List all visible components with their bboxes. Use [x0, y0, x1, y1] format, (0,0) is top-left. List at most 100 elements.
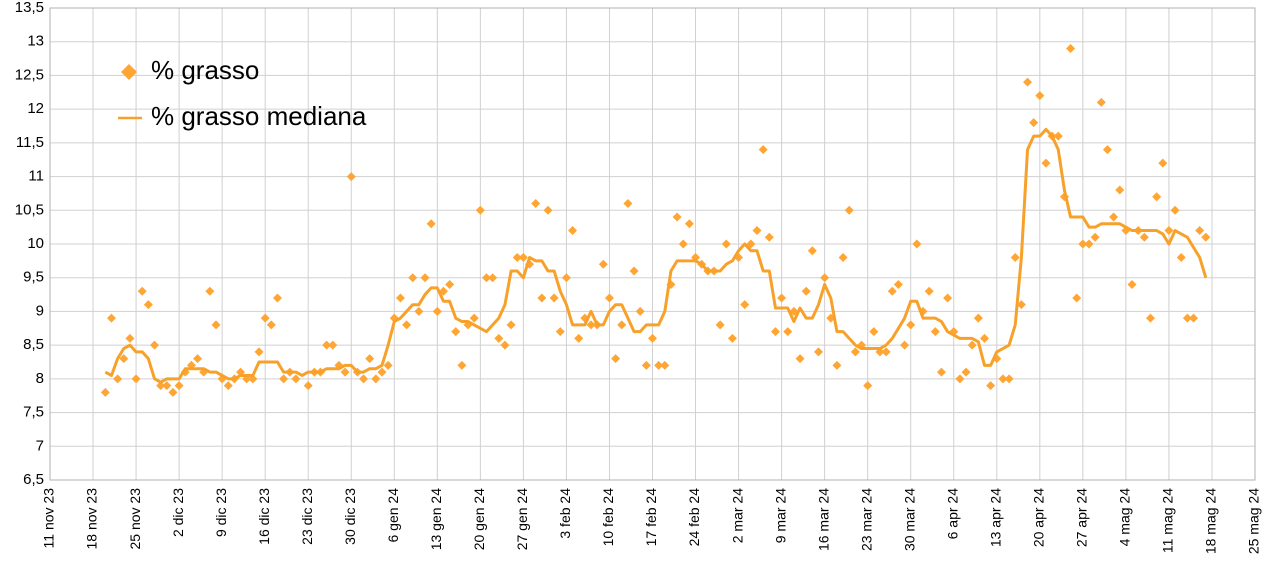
data-point	[125, 333, 135, 343]
data-point	[457, 360, 467, 370]
data-point	[137, 286, 147, 296]
data-point	[506, 320, 516, 330]
data-point	[494, 333, 504, 343]
data-point	[1127, 279, 1137, 289]
data-point	[752, 226, 762, 236]
data-point	[568, 226, 578, 236]
data-point	[488, 273, 498, 283]
data-point	[1170, 205, 1180, 215]
x-tick-label: 13 apr 24	[987, 488, 1003, 547]
x-tick-label: 3 feb 24	[557, 488, 573, 539]
data-point	[537, 293, 547, 303]
data-point	[518, 252, 528, 262]
data-point	[346, 172, 356, 182]
x-tick-label: 23 mar 24	[858, 488, 874, 551]
data-point	[340, 367, 350, 377]
x-tick-label: 24 feb 24	[686, 488, 702, 547]
data-point	[764, 232, 774, 242]
data-point	[721, 239, 731, 249]
x-tick-label: 2 dic 23	[170, 488, 186, 537]
x-tick-label: 9 dic 23	[213, 488, 229, 537]
y-tick-label: 9	[36, 302, 44, 319]
data-point	[1139, 232, 1149, 242]
data-point	[863, 381, 873, 391]
data-point	[641, 360, 651, 370]
legend-label: % grasso mediana	[151, 101, 367, 131]
data-point	[660, 360, 670, 370]
data-point	[727, 333, 737, 343]
data-point	[1078, 239, 1088, 249]
data-point	[1201, 232, 1211, 242]
y-tick-label: 8	[36, 370, 44, 387]
data-point	[672, 212, 682, 222]
data-point	[973, 313, 983, 323]
data-point	[604, 293, 614, 303]
data-point	[531, 199, 541, 209]
y-tick-label: 8,5	[23, 336, 44, 353]
data-point	[402, 320, 412, 330]
data-point	[758, 145, 768, 155]
x-tick-label: 11 mag 24	[1160, 488, 1176, 553]
data-point	[1041, 158, 1051, 168]
y-tick-label: 13	[27, 33, 44, 50]
x-tick-label: 16 dic 23	[256, 488, 272, 545]
y-tick-label: 6,5	[23, 471, 44, 488]
data-point	[684, 219, 694, 229]
data-point	[174, 381, 184, 391]
data-point	[611, 354, 621, 364]
data-point	[469, 313, 479, 323]
data-point	[512, 252, 522, 262]
data-point	[1084, 239, 1094, 249]
data-point	[205, 286, 215, 296]
data-point	[906, 320, 916, 330]
x-tick-label: 11 nov 23	[41, 488, 57, 549]
data-point	[1053, 131, 1063, 141]
data-point	[574, 333, 584, 343]
x-tick-label: 13 gen 24	[428, 488, 444, 550]
data-point	[893, 279, 903, 289]
data-point	[770, 327, 780, 337]
y-tick-label: 11,5	[16, 134, 44, 151]
data-point	[1010, 252, 1020, 262]
data-point	[844, 205, 854, 215]
data-point	[1035, 91, 1045, 101]
x-tick-label: 10 feb 24	[600, 488, 616, 547]
legend-label: % grasso	[151, 55, 259, 85]
x-tick-label: 17 feb 24	[643, 488, 659, 547]
x-tick-label: 16 mar 24	[815, 488, 831, 551]
x-tick-label: 4 mag 24	[1117, 488, 1133, 547]
data-point	[783, 327, 793, 337]
legend-item: % grasso	[121, 55, 259, 85]
x-tick-label: 20 gen 24	[471, 488, 487, 550]
data-point	[924, 286, 934, 296]
data-point	[420, 273, 430, 283]
data-point	[1072, 293, 1082, 303]
data-point	[143, 300, 153, 310]
data-point	[813, 347, 823, 357]
data-point	[451, 327, 461, 337]
data-point	[426, 219, 436, 229]
data-point	[955, 374, 965, 384]
data-point	[629, 266, 639, 276]
data-point	[648, 333, 657, 343]
data-point	[482, 273, 492, 283]
data-point	[432, 306, 442, 316]
data-point	[598, 259, 608, 269]
data-point	[912, 239, 922, 249]
data-point	[1109, 212, 1119, 222]
y-tick-label: 12,5	[15, 66, 44, 83]
data-point	[254, 347, 264, 357]
data-point	[272, 293, 282, 303]
data-point	[1102, 145, 1112, 155]
data-point	[383, 360, 393, 370]
y-tick-label: 9,5	[23, 269, 44, 286]
x-tick-label: 23 dic 23	[299, 488, 315, 545]
data-point	[623, 199, 633, 209]
data-point	[1066, 43, 1076, 53]
data-point	[887, 286, 897, 296]
data-point	[795, 354, 805, 364]
data-point	[365, 354, 375, 364]
data-point	[408, 273, 418, 283]
data-point	[715, 320, 725, 330]
